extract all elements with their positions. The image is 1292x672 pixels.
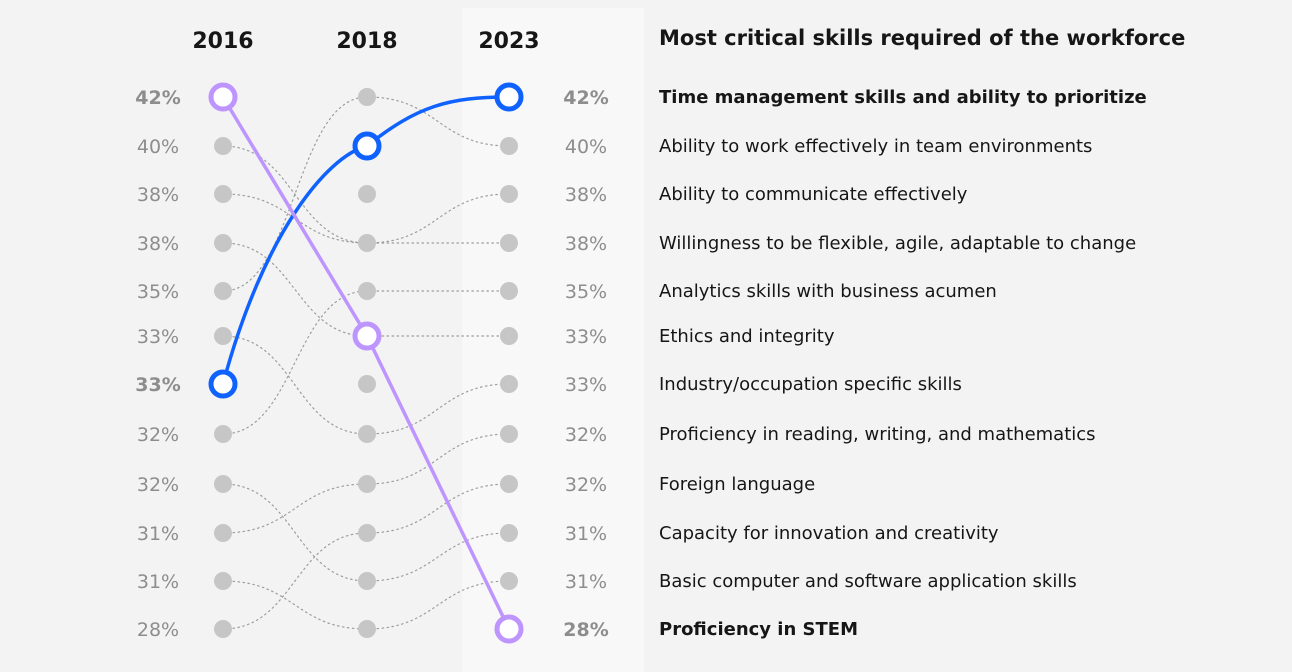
left-value-rank-1: 42% <box>135 87 180 109</box>
skill-line-9 <box>222 483 510 630</box>
skill-line-4 <box>222 145 510 244</box>
stem-marker-2018 <box>352 321 382 351</box>
dot-2016-rank-12 <box>214 620 232 638</box>
skill-label-4: Willingness to be flexible, agile, adapt… <box>659 233 1136 254</box>
dot-2023-rank-10 <box>500 524 518 542</box>
skill-label-8: Proficiency in reading, writing, and mat… <box>659 424 1096 445</box>
skill-label-11: Basic computer and software application … <box>659 571 1077 592</box>
stem-marker-2016 <box>208 82 238 112</box>
right-value-rank-4: 38% <box>565 233 607 255</box>
left-value-rank-3: 38% <box>137 184 179 206</box>
year-header-2023: 2023 <box>478 29 539 54</box>
dot-2018-rank-3 <box>358 185 376 203</box>
skill-label-6: Ethics and integrity <box>659 326 835 347</box>
skill-label-5: Analytics skills with business acumen <box>659 281 997 302</box>
left-value-rank-6: 33% <box>137 326 179 348</box>
left-value-rank-7: 33% <box>135 374 180 396</box>
time-management-marker-2023 <box>494 82 524 112</box>
skill-label-12: Proficiency in STEM <box>659 619 858 640</box>
dot-2016-rank-11 <box>214 572 232 590</box>
left-value-rank-4: 38% <box>137 233 179 255</box>
right-value-rank-9: 32% <box>565 474 607 496</box>
dot-2016-rank-5 <box>214 282 232 300</box>
year-header-2018: 2018 <box>336 29 397 54</box>
skill-line-5 <box>222 290 510 435</box>
dot-2023-rank-7 <box>500 375 518 393</box>
dot-2023-rank-5 <box>500 282 518 300</box>
dot-2023-rank-3 <box>500 185 518 203</box>
skill-line-8 <box>222 433 510 534</box>
dot-2016-rank-2 <box>214 137 232 155</box>
dot-2018-rank-12 <box>358 620 376 638</box>
dot-2016-rank-10 <box>214 524 232 542</box>
dot-2023-rank-4 <box>500 234 518 252</box>
left-value-rank-11: 31% <box>137 571 179 593</box>
dot-2023-rank-11 <box>500 572 518 590</box>
left-value-rank-2: 40% <box>137 136 179 158</box>
skill-line-10 <box>222 483 510 582</box>
right-value-rank-10: 31% <box>565 523 607 545</box>
dot-2018-rank-1 <box>358 88 376 106</box>
right-value-rank-2: 40% <box>565 136 607 158</box>
stem-marker-2023 <box>494 614 524 644</box>
right-value-rank-7: 33% <box>565 374 607 396</box>
time-management-marker-2016 <box>208 369 238 399</box>
dot-2023-rank-8 <box>500 425 518 443</box>
dot-2016-rank-3 <box>214 185 232 203</box>
dot-2018-rank-10 <box>358 524 376 542</box>
right-value-rank-1: 42% <box>563 87 608 109</box>
right-value-rank-12: 28% <box>563 619 608 641</box>
column-2023-band <box>462 8 644 672</box>
dot-2018-rank-9 <box>358 475 376 493</box>
right-value-rank-3: 38% <box>565 184 607 206</box>
chart-title: Most critical skills required of the wor… <box>659 26 1185 50</box>
skill-label-10: Capacity for innovation and creativity <box>659 523 999 544</box>
dot-2018-rank-7 <box>358 375 376 393</box>
left-value-rank-8: 32% <box>137 424 179 446</box>
left-value-rank-12: 28% <box>137 619 179 641</box>
right-value-rank-8: 32% <box>565 424 607 446</box>
left-value-rank-10: 31% <box>137 523 179 545</box>
left-value-rank-9: 32% <box>137 474 179 496</box>
dot-2018-rank-8 <box>358 425 376 443</box>
skill-line-2 <box>222 96 510 292</box>
skill-label-3: Ability to communicate effectively <box>659 184 968 205</box>
dot-2016-rank-9 <box>214 475 232 493</box>
skill-label-1: Time management skills and ability to pr… <box>659 87 1147 108</box>
time-management-marker-2018 <box>352 131 382 161</box>
right-value-rank-11: 31% <box>565 571 607 593</box>
skill-label-7: Industry/occupation specific skills <box>659 374 962 395</box>
dot-2023-rank-6 <box>500 327 518 345</box>
skill-label-9: Foreign language <box>659 474 815 495</box>
year-header-2016: 2016 <box>192 29 253 54</box>
skill-line-6 <box>222 242 510 337</box>
dot-2023-rank-9 <box>500 475 518 493</box>
skill-line-3 <box>222 193 510 244</box>
dot-2023-rank-2 <box>500 137 518 155</box>
right-value-rank-5: 35% <box>565 281 607 303</box>
right-value-rank-6: 33% <box>565 326 607 348</box>
dot-2016-rank-4 <box>214 234 232 252</box>
dot-2016-rank-6 <box>214 327 232 345</box>
dot-2018-rank-4 <box>358 234 376 252</box>
dot-2018-rank-5 <box>358 282 376 300</box>
left-value-rank-5: 35% <box>137 281 179 303</box>
dot-2018-rank-11 <box>358 572 376 590</box>
dot-2016-rank-8 <box>214 425 232 443</box>
skill-label-2: Ability to work effectively in team envi… <box>659 136 1092 157</box>
skill-line-7 <box>222 335 510 435</box>
